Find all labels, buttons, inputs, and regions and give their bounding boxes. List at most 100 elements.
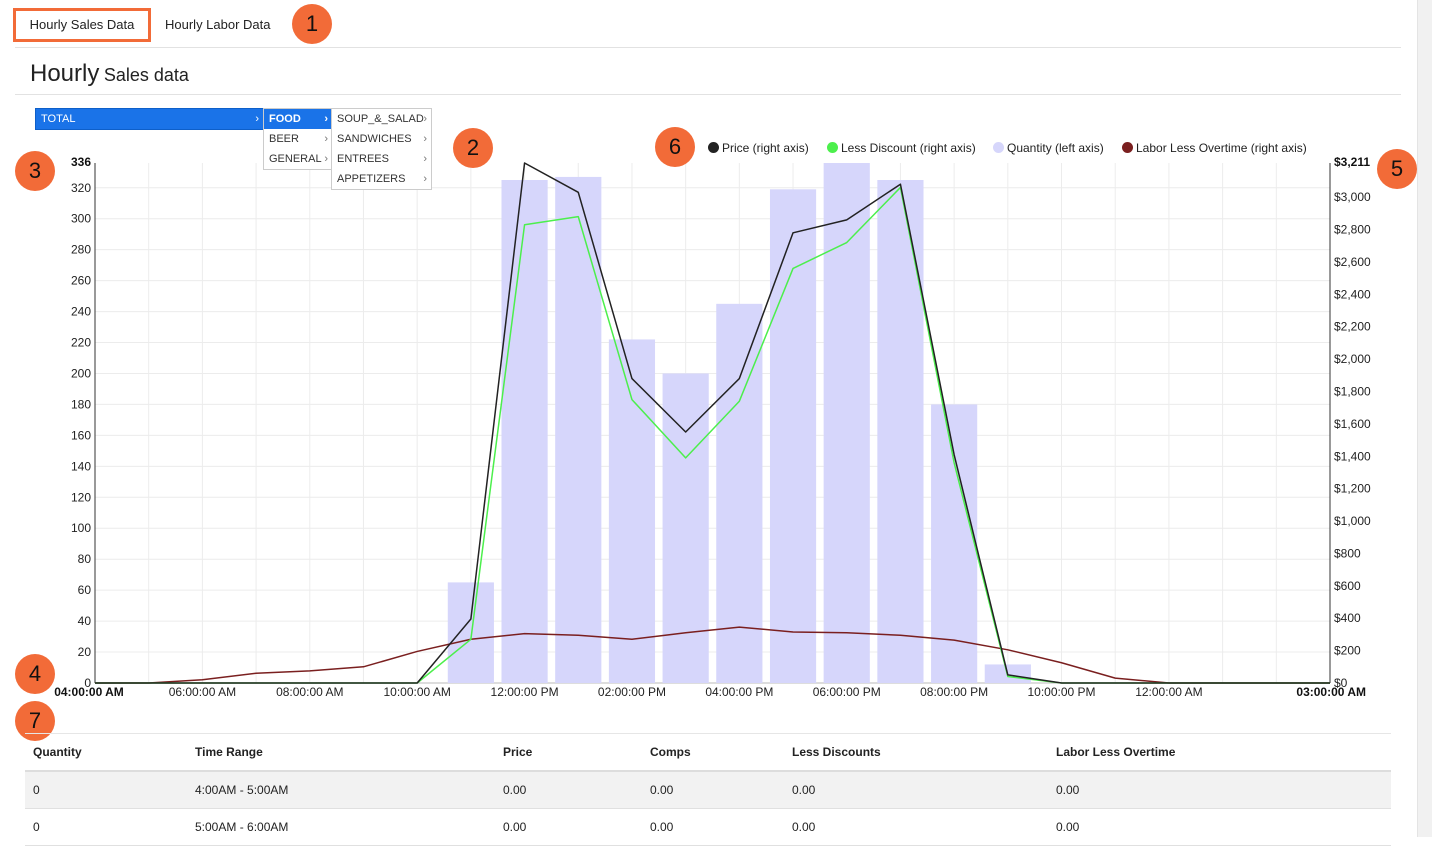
page-title-main: Hourly xyxy=(30,60,100,87)
menu-item-general[interactable]: GENERAL › xyxy=(264,149,332,169)
cell-quantity: 0 xyxy=(25,808,187,846)
legend-label: Quantity (left axis) xyxy=(1007,141,1104,155)
menu-item-soup-and-salad[interactable]: SOUP_&_SALAD › xyxy=(332,109,431,129)
quantity-bar xyxy=(555,176,602,683)
legend-item-quantity[interactable]: Quantity (left axis) xyxy=(993,140,1104,156)
x-axis-tick-label: 12:00:00 AM xyxy=(1135,685,1202,699)
cell-time-range: 4:00AM - 5:00AM xyxy=(187,771,495,809)
chevron-right-icon: › xyxy=(423,113,427,125)
left-axis-tick-label: 60 xyxy=(78,583,92,597)
table-row[interactable]: 0 4:00AM - 5:00AM 0.00 0.00 0.00 0.00 xyxy=(25,771,1391,809)
right-axis-tick-label: $1,400 xyxy=(1334,449,1371,463)
menu-item-appetizers[interactable]: APPETIZERS › xyxy=(332,169,431,189)
cell-less-discounts: 0.00 xyxy=(784,771,1048,809)
left-axis-tick-label: 40 xyxy=(78,614,92,628)
x-axis-tick-label: 04:00:00 PM xyxy=(705,685,773,699)
quantity-bar xyxy=(447,582,494,683)
left-axis-tick-label: 280 xyxy=(71,243,91,257)
left-axis-tick-label: 260 xyxy=(71,274,91,288)
quantity-bar xyxy=(501,180,548,683)
price-line xyxy=(95,162,1330,684)
left-axis-tick-label: 120 xyxy=(71,490,91,504)
column-header-labor-less-overtime[interactable]: Labor Less Overtime xyxy=(1048,733,1391,772)
cell-labor-less-overtime: 0.00 xyxy=(1048,771,1391,809)
table-row[interactable]: 0 5:00AM - 6:00AM 0.00 0.00 0.00 0.00 xyxy=(25,808,1391,846)
x-axis-tick-label: 12:00:00 PM xyxy=(491,685,559,699)
category-menu-level3: SOUP_&_SALAD › SANDWICHES › ENTREES › AP… xyxy=(331,108,432,190)
menu-item-sandwiches[interactable]: SANDWICHES › xyxy=(332,129,431,149)
menu-item-label: ENTREES xyxy=(337,153,389,165)
legend-item-less-discount[interactable]: Less Discount (right axis) xyxy=(827,140,976,156)
right-axis-tick-label: $600 xyxy=(1334,579,1361,593)
column-header-less-discounts[interactable]: Less Discounts xyxy=(784,733,1048,772)
cell-labor-less-overtime: 0.00 xyxy=(1048,808,1391,846)
menu-item-total[interactable]: TOTAL › xyxy=(36,109,263,129)
menu-item-food[interactable]: FOOD › xyxy=(264,109,332,129)
hourly-sales-table: Quantity Time Range Price Comps Less Dis… xyxy=(25,733,1391,846)
table-header-row: Quantity Time Range Price Comps Less Dis… xyxy=(25,733,1391,772)
page-title: Hourly Sales data xyxy=(30,58,189,90)
chevron-right-icon: › xyxy=(423,133,427,145)
menu-item-label: APPETIZERS xyxy=(337,173,406,185)
legend-label: Price (right axis) xyxy=(722,141,809,155)
right-axis-tick-label: $2,400 xyxy=(1334,287,1371,301)
left-axis-tick-label: 200 xyxy=(71,366,91,380)
menu-item-label: FOOD xyxy=(269,113,301,125)
right-axis-tick-label: $1,200 xyxy=(1334,482,1371,496)
category-menu-level2: FOOD › BEER › GENERAL › xyxy=(263,108,333,170)
left-axis-tick-label: 160 xyxy=(71,428,91,442)
callout-badge-3: 3 xyxy=(15,151,55,191)
legend-label: Less Discount (right axis) xyxy=(841,141,976,155)
cell-price: 0.00 xyxy=(495,771,642,809)
legend-dot-icon xyxy=(993,142,1004,153)
tab-hourly-sales-data[interactable]: Hourly Sales Data xyxy=(13,8,151,42)
quantity-bar xyxy=(608,339,656,683)
left-axis-tick-label: 140 xyxy=(71,459,91,473)
chevron-right-icon: › xyxy=(255,113,259,125)
quantity-bar xyxy=(877,180,924,683)
x-axis-tick-label: 08:00:00 PM xyxy=(920,685,988,699)
cell-quantity: 0 xyxy=(25,771,187,809)
left-axis-tick-label: 320 xyxy=(71,181,91,195)
right-axis-tick-label: $1,800 xyxy=(1334,385,1371,399)
category-menu-level1: TOTAL › xyxy=(35,108,264,130)
x-axis-tick-label: 10:00:00 AM xyxy=(383,685,450,699)
tab-hourly-labor-data[interactable]: Hourly Labor Data xyxy=(165,17,271,32)
right-axis-tick-label: $1,000 xyxy=(1334,514,1371,528)
left-axis-tick-label: 0 xyxy=(84,676,91,690)
menu-item-label: BEER xyxy=(269,133,299,145)
legend-item-price[interactable]: Price (right axis) xyxy=(708,140,809,156)
right-axis-tick-label: $2,600 xyxy=(1334,255,1371,269)
column-header-time-range[interactable]: Time Range xyxy=(187,733,495,772)
column-header-price[interactable]: Price xyxy=(495,733,642,772)
right-axis-tick-label: $1,600 xyxy=(1334,417,1371,431)
cell-less-discounts: 0.00 xyxy=(784,808,1048,846)
column-header-comps[interactable]: Comps xyxy=(642,733,784,772)
x-axis-tick-label: 02:00:00 PM xyxy=(598,685,666,699)
x-axis-tick-label: 10:00:00 PM xyxy=(1027,685,1095,699)
chevron-right-icon: › xyxy=(324,153,328,165)
x-axis-tick-label: 08:00:00 AM xyxy=(276,685,343,699)
menu-item-beer[interactable]: BEER › xyxy=(264,129,332,149)
cell-comps: 0.00 xyxy=(642,808,784,846)
labor-less-overtime-line xyxy=(95,626,1330,684)
left-axis-tick-label: 80 xyxy=(78,552,92,566)
page-scrollbar[interactable] xyxy=(1417,0,1432,837)
right-axis-max-label: $3,211 xyxy=(1334,155,1370,169)
quantity-bar xyxy=(716,303,763,683)
x-axis-tick-label: 06:00:00 AM xyxy=(169,685,236,699)
legend-label: Labor Less Overtime (right axis) xyxy=(1136,141,1307,155)
cell-price: 0.00 xyxy=(495,808,642,846)
chevron-right-icon: › xyxy=(324,133,328,145)
tabs-divider xyxy=(15,47,1401,48)
right-axis-tick-label: $2,200 xyxy=(1334,320,1371,334)
right-axis-tick-label: $2,000 xyxy=(1334,352,1371,366)
quantity-bar xyxy=(769,189,817,684)
title-divider xyxy=(15,94,1401,95)
legend-dot-icon xyxy=(827,142,838,153)
column-header-quantity[interactable]: Quantity xyxy=(25,733,187,772)
menu-item-label: SANDWICHES xyxy=(337,133,412,145)
legend-item-labor-less-overtime[interactable]: Labor Less Overtime (right axis) xyxy=(1122,140,1307,156)
menu-item-entrees[interactable]: ENTREES › xyxy=(332,149,431,169)
